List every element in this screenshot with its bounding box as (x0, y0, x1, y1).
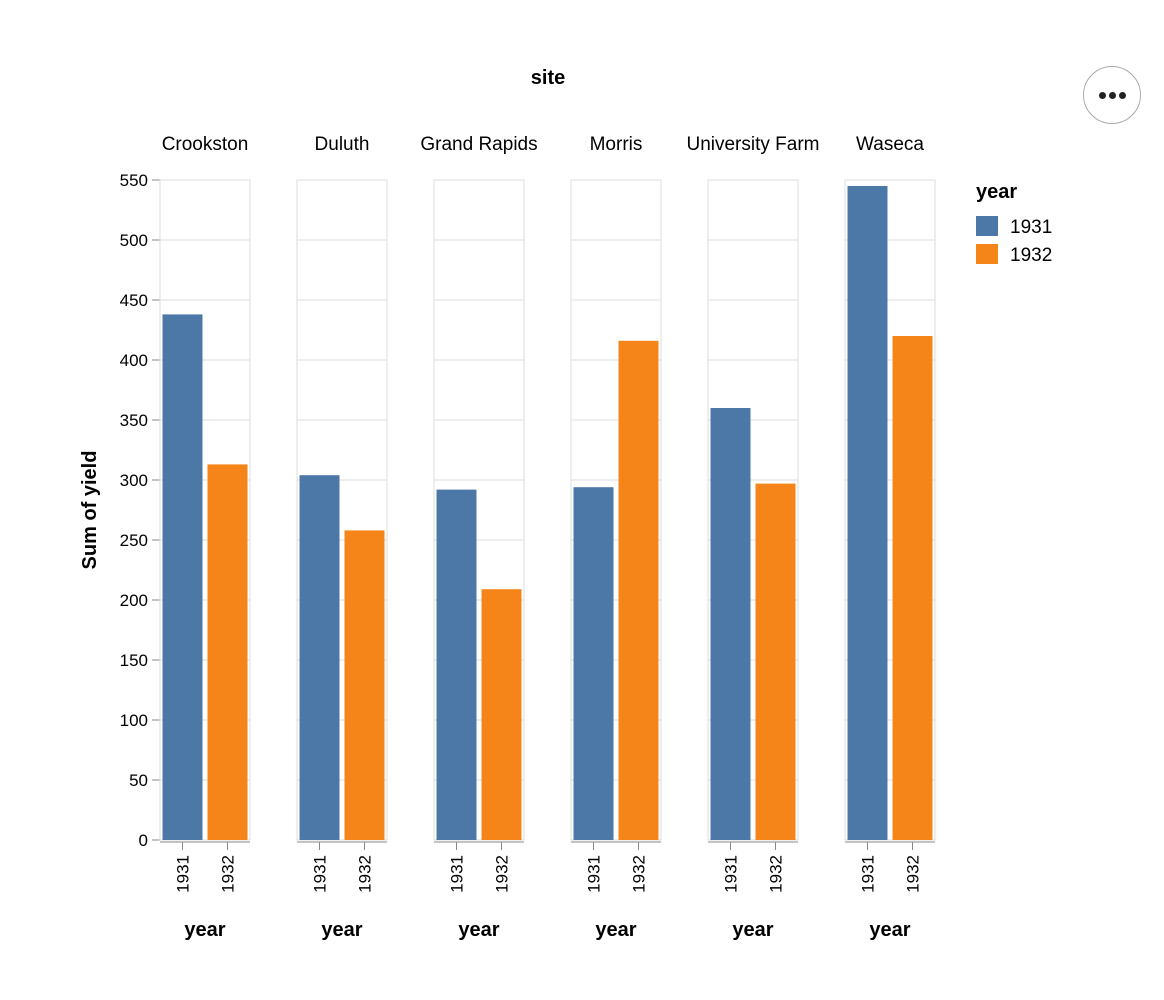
facet-header: Grand Rapids (420, 134, 537, 155)
x-tick-label: 1931 (174, 855, 193, 893)
y-tick-label: 150 (120, 651, 148, 670)
x-tick-label: 1932 (356, 855, 375, 893)
x-tick-label: 1931 (448, 855, 467, 893)
y-tick-label: 250 (120, 531, 148, 550)
x-tick-label: 1932 (630, 855, 649, 893)
y-tick-label: 200 (120, 591, 148, 610)
facet-header: Duluth (315, 134, 370, 155)
facet-header: Crookston (162, 134, 249, 155)
bar (344, 530, 385, 840)
bar (436, 489, 477, 840)
y-tick-label: 300 (120, 471, 148, 490)
facet-panel: Waseca 1931 1932 year (844, 134, 936, 941)
x-tick-label: 1932 (767, 855, 786, 893)
x-axis-title: year (732, 919, 773, 941)
legend-swatch (976, 216, 998, 236)
legend-swatch (976, 244, 998, 264)
facet-header: University Farm (686, 134, 819, 155)
bar (299, 475, 340, 840)
facet-panel: Duluth 1931 1932 year (296, 134, 388, 941)
facet-panel: Morris 1931 1932 year (570, 134, 662, 941)
bar (481, 589, 522, 840)
facet-border (707, 179, 799, 841)
x-tick-label: 1931 (585, 855, 604, 893)
facet-panel: Crookston 1931 1932 year (159, 134, 251, 941)
legend-title: year (976, 181, 1017, 203)
x-axis-title: year (458, 919, 499, 941)
x-axis-title: year (321, 919, 362, 941)
y-tick-label: 400 (120, 351, 148, 370)
facet-header: Waseca (856, 134, 924, 155)
more-horizontal-icon-dot (1109, 92, 1116, 99)
bar (162, 314, 203, 840)
x-tick-label: 1931 (311, 855, 330, 893)
facet-panel: University Farm 1931 1932 year (686, 134, 819, 941)
facet-border (433, 179, 525, 841)
legend-label: 1931 (1010, 217, 1052, 238)
bar (573, 487, 614, 840)
facet-panels: 0 50 100 150 200 250 300 350 400 450 500 550 Crookst… (120, 134, 936, 941)
y-tick-label: 500 (120, 231, 148, 250)
facet-panel: Grand Rapids 1931 1932 year (420, 134, 537, 941)
bar (847, 186, 888, 840)
bar (207, 464, 248, 840)
y-axis: 0 50 100 150 200 250 300 350 400 450 500 550 (120, 171, 161, 850)
facet-border (159, 179, 251, 841)
x-tick-label: 1931 (859, 855, 878, 893)
y-tick-label: 100 (120, 711, 148, 730)
y-tick-label: 550 (120, 171, 148, 190)
y-tick-label: 350 (120, 411, 148, 430)
facet-border (570, 179, 662, 841)
more-actions-button[interactable] (1083, 66, 1141, 124)
x-tick-label: 1931 (722, 855, 741, 893)
x-axis-title: year (869, 919, 910, 941)
y-axis-title: Sum of yield (79, 451, 101, 570)
chart-title: site (531, 67, 565, 89)
legend-label: 1932 (1010, 245, 1052, 266)
x-tick-label: 1932 (493, 855, 512, 893)
more-horizontal-icon-dot (1119, 92, 1126, 99)
x-axis-title: year (595, 919, 636, 941)
x-tick-label: 1932 (219, 855, 238, 893)
more-horizontal-icon (1099, 92, 1106, 99)
bar (755, 483, 796, 840)
x-axis-title: year (184, 919, 225, 941)
x-tick-label: 1932 (904, 855, 923, 893)
y-tick-label: 0 (139, 831, 148, 850)
facet-border (844, 179, 936, 841)
y-tick-label: 450 (120, 291, 148, 310)
bar (892, 336, 933, 840)
facet-header: Morris (590, 134, 643, 155)
bar (710, 408, 751, 840)
facet-border (296, 179, 388, 841)
y-tick-label: 50 (129, 771, 148, 790)
bar (618, 340, 659, 840)
legend: year 1931 1932 (976, 181, 1052, 266)
